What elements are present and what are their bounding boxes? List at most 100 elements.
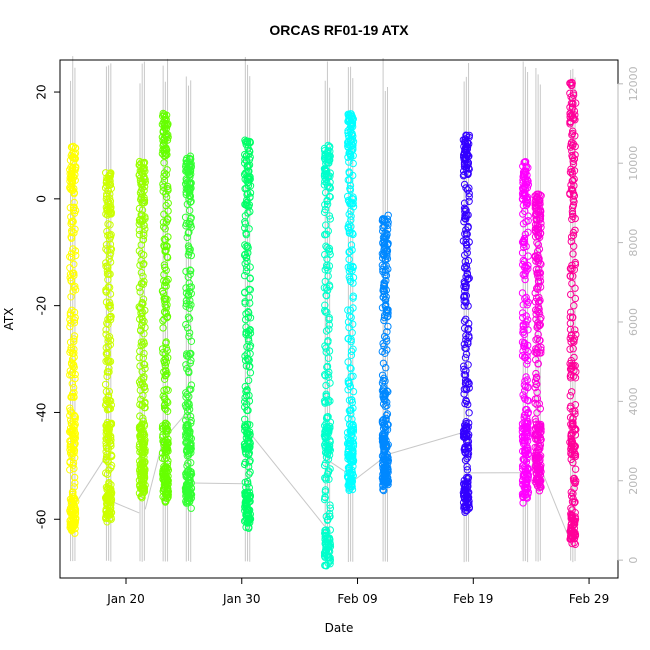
data-point [348, 130, 356, 138]
data-point [160, 120, 169, 128]
data-point [462, 297, 470, 306]
data-point [460, 317, 469, 325]
data-point [379, 293, 387, 301]
data-point [69, 245, 77, 253]
data-point [244, 330, 253, 339]
altitude-connector [250, 433, 325, 527]
data-point [461, 258, 469, 266]
data-point [524, 348, 532, 356]
data-point [162, 344, 171, 352]
data-point [245, 511, 253, 520]
data-point [161, 225, 169, 233]
data-point [524, 465, 532, 473]
data-point [66, 495, 75, 503]
data-point [520, 328, 528, 336]
data-point [566, 109, 574, 118]
data-point [70, 363, 78, 372]
data-point [461, 421, 469, 429]
data-point [185, 385, 194, 393]
data-point [186, 155, 194, 164]
data-point [182, 361, 190, 369]
data-point [140, 340, 148, 348]
data-point [521, 271, 529, 280]
data-point [67, 525, 76, 533]
data-point [324, 155, 332, 164]
data-point [535, 400, 543, 408]
data-point [245, 483, 254, 492]
data-point [523, 196, 532, 204]
data-point [463, 426, 471, 434]
data-point [461, 150, 469, 158]
data-point [66, 311, 75, 319]
data-point [532, 209, 541, 218]
data-point [532, 369, 540, 378]
data-point [104, 334, 112, 342]
altitude-connector [75, 456, 107, 504]
data-point [566, 413, 575, 422]
data-point [462, 283, 470, 292]
data-point [66, 520, 75, 528]
data-point [519, 391, 527, 399]
data-point [462, 367, 470, 375]
data-point [524, 228, 532, 237]
data-point [186, 266, 194, 274]
data-point [246, 138, 254, 146]
data-point [347, 241, 356, 249]
data-point [159, 187, 167, 195]
data-point [537, 343, 545, 351]
data-point [532, 306, 540, 314]
data-point [246, 456, 254, 465]
data-point [162, 304, 170, 312]
data-point [568, 388, 576, 396]
data-point [66, 204, 75, 212]
data-point [246, 431, 254, 439]
data-point [569, 515, 577, 524]
data-point [519, 347, 527, 355]
data-point [520, 235, 528, 243]
data-point [246, 286, 255, 294]
data-point [160, 261, 169, 269]
data-point [103, 372, 111, 381]
data-point [324, 427, 332, 435]
data-point [164, 354, 172, 362]
data-point [463, 463, 471, 471]
data-point [460, 180, 469, 189]
data-point [66, 371, 74, 379]
data-point [107, 515, 115, 523]
data-point [70, 473, 79, 482]
data-point [569, 228, 578, 237]
data-point [137, 211, 145, 219]
data-point [537, 349, 545, 357]
data-point [346, 248, 354, 256]
data-point [522, 162, 531, 170]
data-point [531, 348, 539, 356]
data-point [570, 181, 578, 190]
data-point [187, 494, 196, 502]
data-point [103, 451, 111, 459]
data-point [68, 227, 76, 235]
data-point [347, 365, 355, 373]
data-point [518, 249, 527, 257]
data-point [102, 262, 110, 270]
data-point [140, 349, 148, 358]
data-point [181, 484, 190, 492]
data-point [347, 347, 356, 355]
data-point [460, 485, 469, 493]
data-point [521, 445, 529, 454]
data-point [520, 411, 529, 419]
data-point [107, 169, 115, 177]
data-point [242, 483, 250, 491]
data-point [522, 427, 531, 435]
data-point [102, 399, 111, 408]
data-point [241, 398, 249, 406]
data-point [520, 158, 528, 167]
data-point [349, 159, 357, 168]
data-point [349, 199, 357, 207]
data-point [326, 379, 334, 387]
data-point [104, 263, 112, 272]
data-point [381, 229, 389, 237]
data-point [462, 184, 470, 192]
data-point [321, 488, 330, 496]
data-point [70, 332, 79, 340]
data-point [569, 250, 577, 258]
